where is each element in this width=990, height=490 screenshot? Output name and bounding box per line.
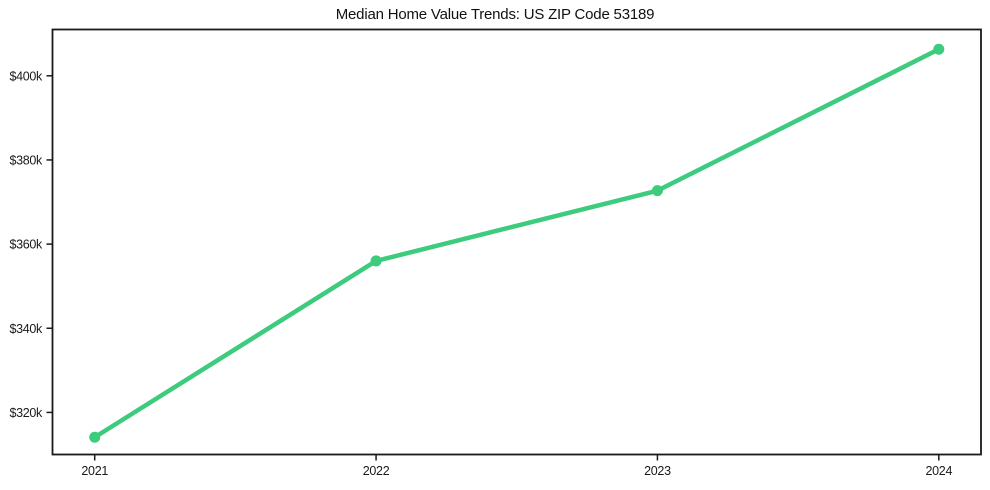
x-axis-tick-label: 2024	[925, 464, 952, 478]
trend-line	[92, 47, 942, 440]
data-point-marker	[89, 431, 101, 443]
y-axis-tick-label: $360k	[9, 238, 43, 252]
x-axis-tick-label: 2023	[644, 464, 671, 478]
plot-border	[51, 28, 982, 456]
y-axis-tick-label: $400k	[9, 69, 43, 83]
data-point-marker	[370, 255, 382, 267]
x-axis-tick-label: 2022	[363, 464, 390, 478]
data-point-marker	[933, 43, 945, 55]
data-point-marker	[651, 185, 663, 197]
y-axis-tick-label: $380k	[9, 153, 43, 167]
chart-title: Median Home Value Trends: US ZIP Code 53…	[335, 6, 655, 23]
y-axis-tick-label: $340k	[9, 322, 43, 336]
x-axis-tick-label: 2021	[81, 464, 108, 478]
y-axis-tick-label: $320k	[9, 406, 43, 420]
